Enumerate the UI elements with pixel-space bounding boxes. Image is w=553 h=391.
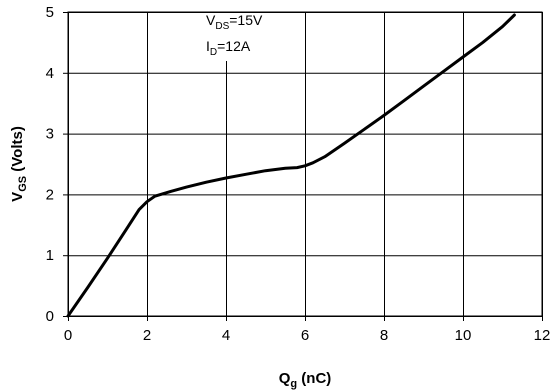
x-tick-label: 10 (455, 327, 472, 344)
x-tick-label: 6 (301, 327, 309, 344)
y-tick-label: 2 (46, 186, 54, 203)
y-axis-label: VGS (Volts) (9, 126, 29, 202)
x-tick-label: 2 (143, 327, 151, 344)
annotation-background (199, 13, 291, 61)
x-axis-label: Qg (nC) (279, 370, 332, 390)
y-tick-label: 1 (46, 247, 54, 264)
id-annotation: ID=12A (206, 38, 251, 58)
x-tick-label: 4 (222, 327, 230, 344)
x-tick-labels: 0 2 4 6 8 10 12 (64, 327, 551, 344)
y-tick-label: 4 (46, 65, 54, 82)
y-tick-labels: 0 1 2 3 4 5 (46, 4, 54, 325)
x-tick-label: 8 (380, 327, 388, 344)
y-tick-label: 0 (46, 308, 54, 325)
x-tick-label: 0 (64, 327, 72, 344)
x-tick-label: 12 (534, 327, 551, 344)
grid-lines (63, 12, 543, 321)
vds-annotation: VDS=15V (206, 12, 263, 32)
y-tick-label: 3 (46, 126, 54, 143)
y-tick-label: 5 (46, 4, 54, 21)
vgs-vs-qg-line (66, 13, 516, 318)
